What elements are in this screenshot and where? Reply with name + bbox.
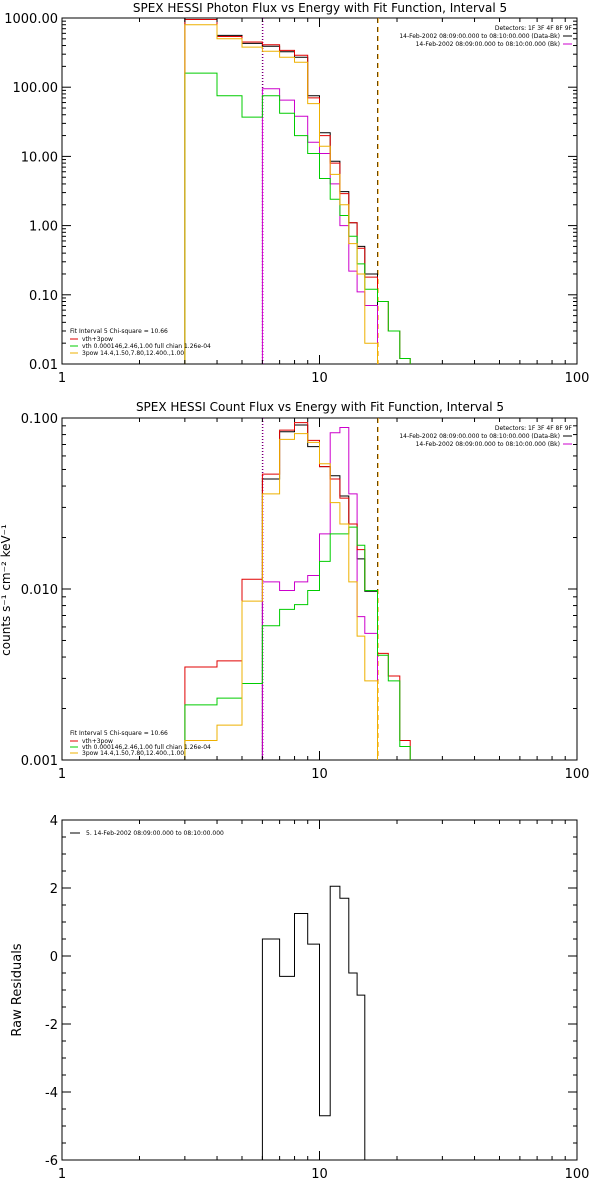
photon-flux-header-line-bk: 14-Feb-2002 08:09:00.000 to 08:10:00.000… — [416, 41, 560, 48]
y-tick-label-100: 100.00 — [13, 81, 59, 96]
photon-flux-series-3pow — [184, 24, 378, 364]
y-tick-label-2: 2 — [50, 882, 58, 897]
count-flux-x-axis: 1 10 100 — [58, 418, 590, 782]
y-tick-label-0: 0 — [50, 950, 58, 965]
x-tick-label-100: 100 — [565, 1167, 590, 1182]
count-flux-header-line-bk: 14-Feb-2002 08:09:00.000 to 08:10:00.000… — [416, 441, 560, 448]
count-flux-series-vth — [184, 526, 411, 760]
photon-flux-fit-entry-3pow: 3pow 14.4,1.50,7.80,12.400.,1.00 — [82, 350, 184, 357]
y-tick-label-0-1: 0.100 — [21, 412, 58, 427]
y-tick-label-2: -2 — [45, 1018, 58, 1033]
residuals-panel: Raw Residuals 1 10 100 -6 -4 -2 0 2 4 5. 14-Feb… — [10, 814, 589, 1182]
x-tick-label-10: 10 — [311, 1167, 328, 1182]
y-tick-label-4: -4 — [45, 1086, 58, 1101]
x-tick-label-100: 100 — [565, 767, 590, 782]
y-tick-label-10: 10.00 — [21, 150, 58, 165]
photon-flux-series-data-bk — [184, 17, 378, 364]
x-tick-label-10: 10 — [311, 767, 328, 782]
residuals-x-axis: 1 10 100 — [58, 820, 590, 1182]
y-tick-label-0-1: 0.10 — [29, 289, 58, 304]
count-flux-panel: SPEX HESSI Count Flux vs Energy with Fit… — [0, 400, 589, 782]
photon-flux-vlines — [261, 18, 379, 364]
photon-flux-panel: SPEX HESSI Photon Flux vs Energy with Fi… — [4, 1, 589, 386]
count-flux-y-axis-label: counts s⁻¹ cm⁻² keV⁻¹ — [0, 524, 13, 656]
y-tick-label-0-01: 0.010 — [21, 583, 58, 598]
count-flux-fit-header: Fit Interval 5 Chi-square = 10.66 — [70, 730, 168, 737]
residuals-y-axis: -6 -4 -2 0 2 4 — [45, 814, 577, 1169]
photon-flux-series-vth-3pow — [184, 19, 411, 364]
count-flux-fit-entry-vth: vth 0.000146,2.46,1.00 full chian 1.26e-… — [82, 744, 211, 751]
y-tick-label-1: 1.00 — [29, 220, 58, 235]
count-flux-series — [184, 422, 411, 760]
photon-flux-title: SPEX HESSI Photon Flux vs Energy with Fi… — [133, 1, 507, 15]
count-flux-header-line-data: 14-Feb-2002 08:09:00.000 to 08:10:00.000… — [399, 433, 560, 440]
residuals-y-axis-label: Raw Residuals — [10, 943, 25, 1036]
y-tick-label-0-01: 0.01 — [29, 358, 58, 373]
photon-flux-fit-entry-total: vth+3pow — [82, 336, 113, 343]
y-tick-label-1000: 1000.00 — [4, 12, 58, 27]
y-tick-label-4: 4 — [50, 814, 58, 829]
count-flux-fit-entry-total: vth+3pow — [82, 738, 113, 745]
photon-flux-plot-frame — [61, 17, 578, 365]
residuals-legend-label: 5. 14-Feb-2002 08:09:00.000 to 08:10:00.… — [86, 830, 224, 837]
photon-flux-fit-entry-vth: vth 0.000146,2.46,1.00 full chian 1.26e-… — [82, 343, 211, 350]
x-tick-label-1: 1 — [58, 767, 66, 782]
photon-flux-detectors-label: Detectors: 1F 3F 4F 8F 9F — [495, 25, 573, 32]
count-flux-series-3pow — [184, 433, 378, 760]
x-tick-label-1: 1 — [58, 371, 66, 386]
photon-flux-y-axis: 0.01 0.10 1.00 10.00 100.00 1000.00 — [4, 12, 577, 373]
count-flux-title: SPEX HESSI Count Flux vs Energy with Fit… — [136, 400, 504, 414]
y-tick-label-6: -6 — [45, 1154, 58, 1169]
count-flux-fit-entry-3pow: 3pow 14.4,1.50,7.80,12.400.,1.00 — [82, 750, 184, 757]
photon-flux-header-line-data: 14-Feb-2002 08:09:00.000 to 08:10:00.000… — [399, 33, 560, 40]
photon-flux-x-axis: 1 10 100 — [58, 18, 590, 386]
x-tick-label-100: 100 — [565, 371, 590, 386]
count-flux-detectors-label: Detectors: 1F 3F 4F 8F 9F — [495, 425, 573, 432]
residuals-series-5-14-feb-2002-08-09-00-000-to-08-10-00-000 — [261, 885, 366, 1160]
photon-flux-fit-header: Fit Interval 5 Chi-square = 10.66 — [70, 328, 168, 335]
x-tick-label-10: 10 — [311, 371, 328, 386]
x-tick-label-1: 1 — [58, 1167, 66, 1182]
count-flux-y-axis: 0.001 0.010 0.100 — [21, 412, 577, 769]
photon-flux-series-vth — [184, 72, 411, 364]
photon-flux-series — [184, 17, 411, 364]
residuals-series — [261, 885, 366, 1160]
y-tick-label-0-001: 0.001 — [21, 754, 58, 769]
